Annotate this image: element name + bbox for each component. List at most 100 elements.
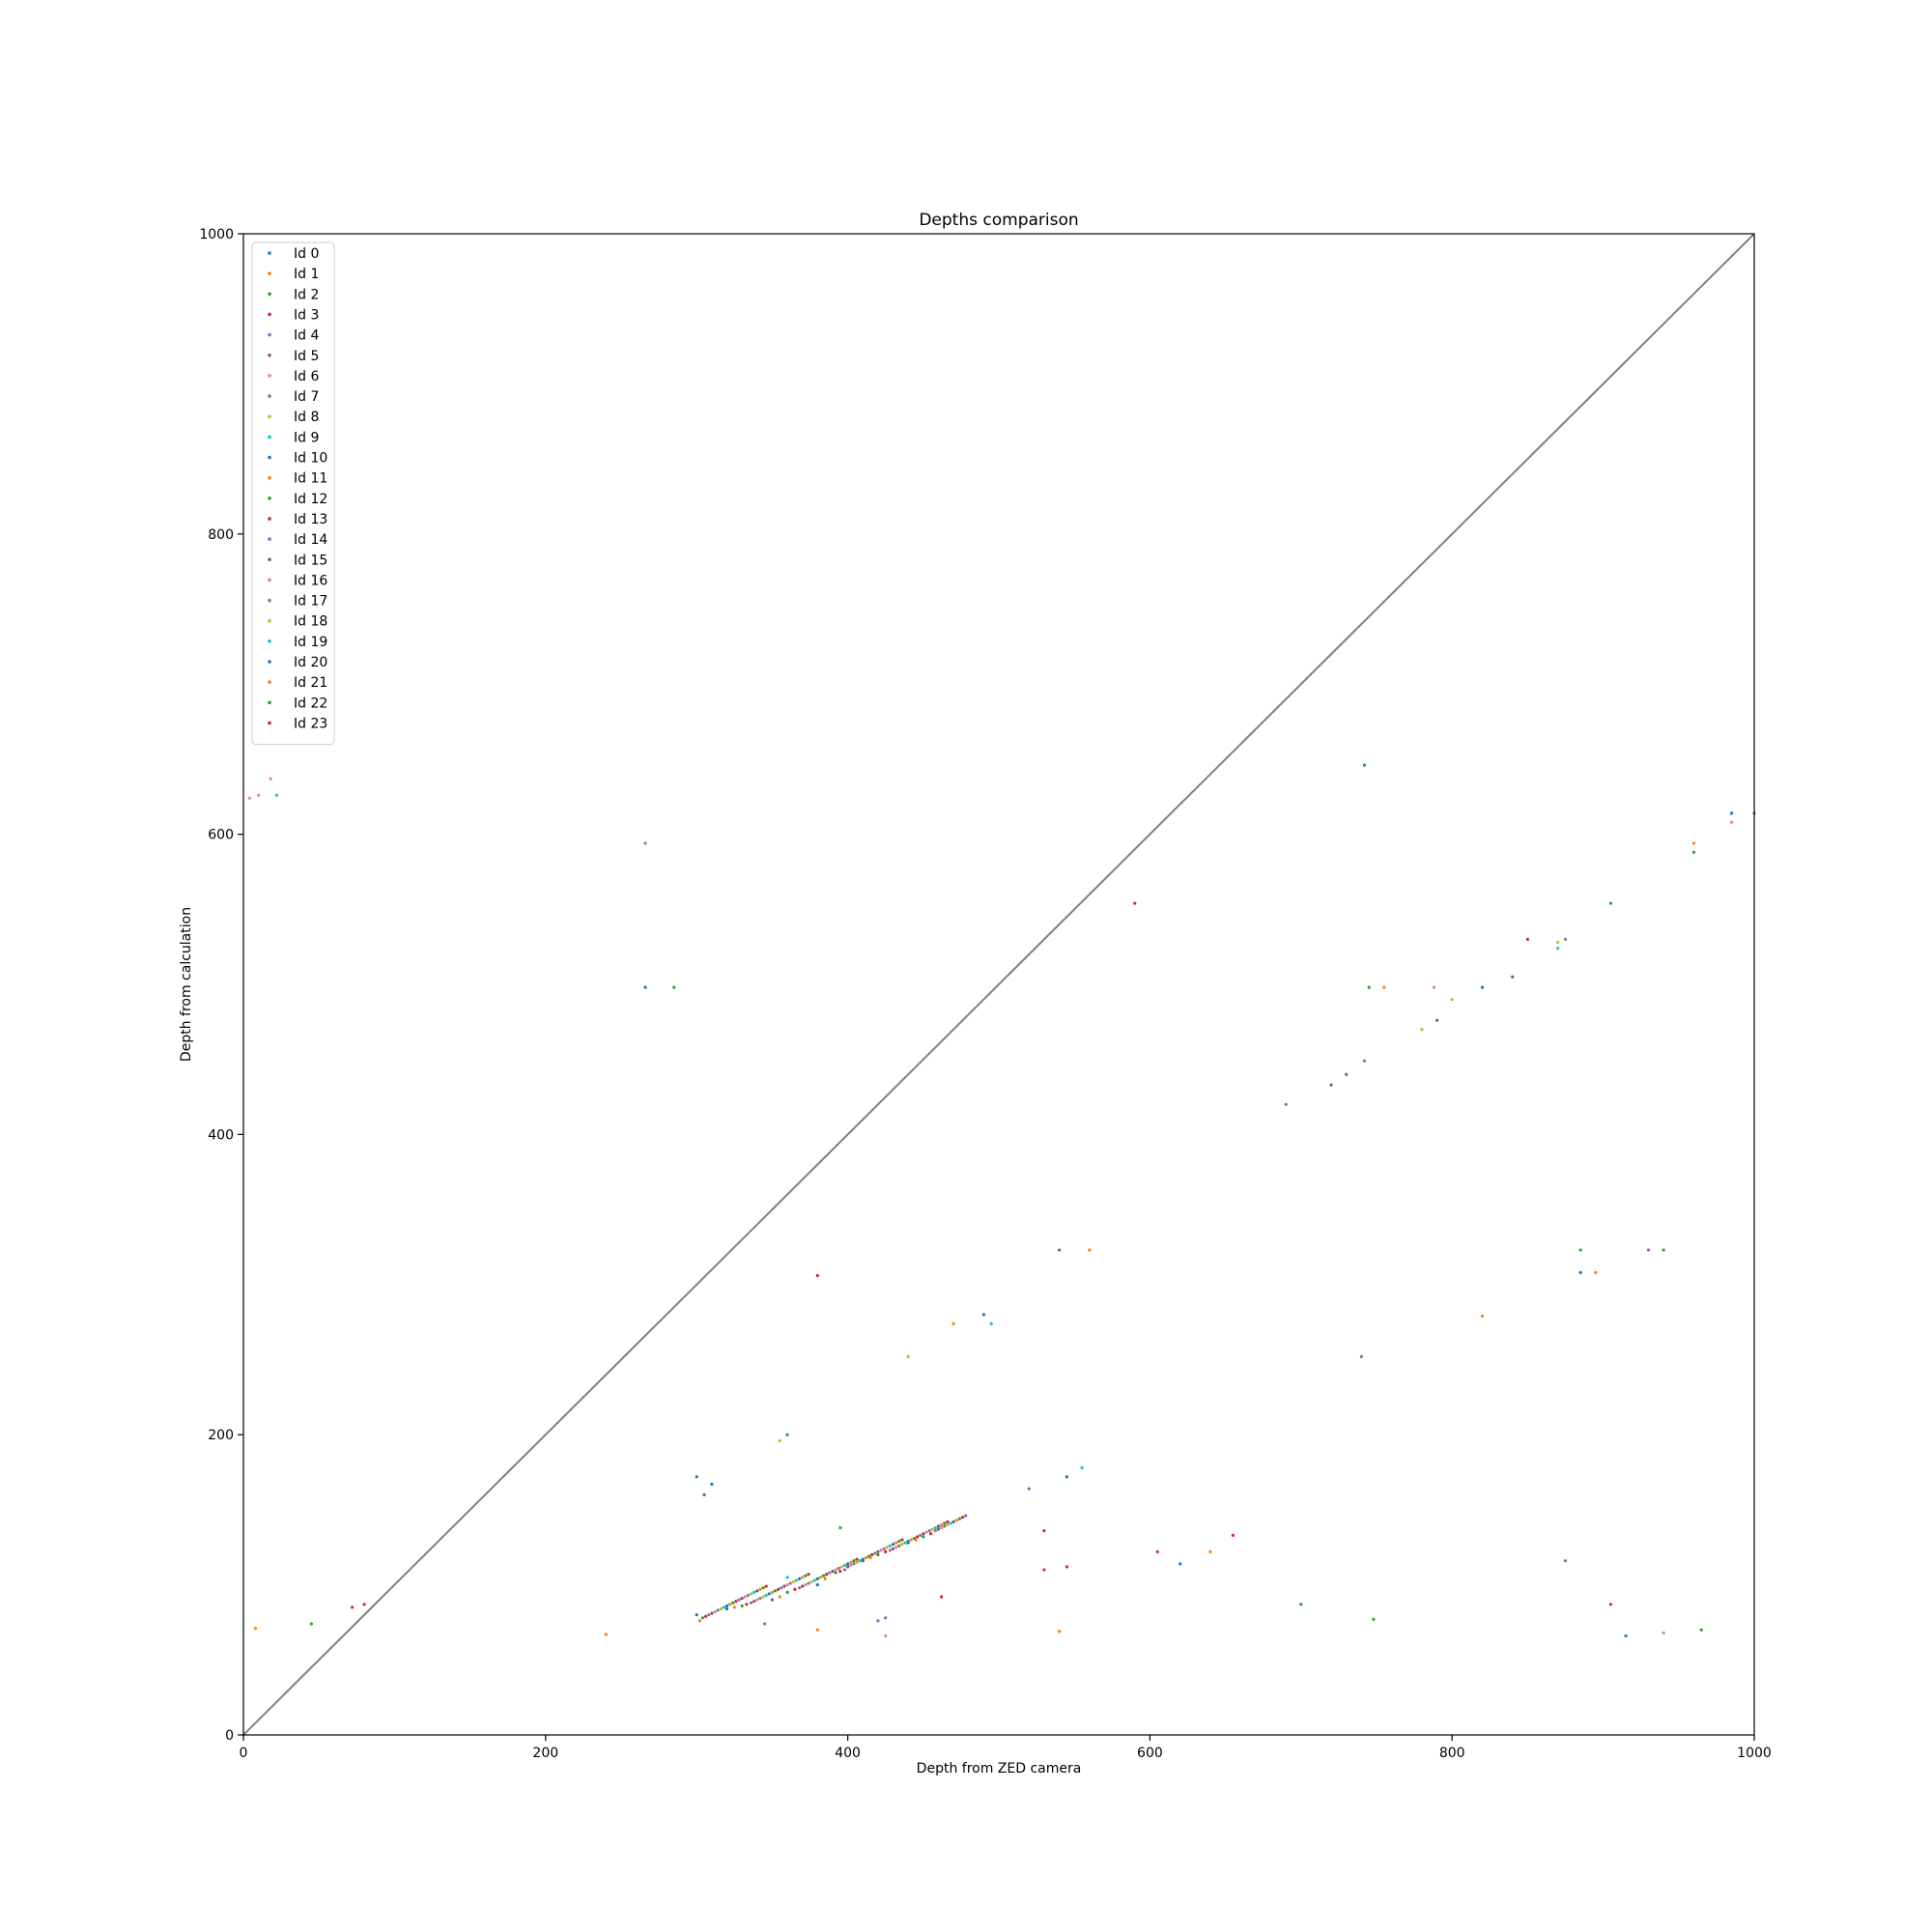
y-tick-label: 600 <box>208 828 234 843</box>
legend-marker <box>268 618 271 623</box>
point-series-15-1 <box>782 1584 786 1588</box>
point-series-21-3 <box>895 1541 898 1545</box>
legend-marker <box>268 414 271 419</box>
point-series-21-4 <box>939 1522 944 1527</box>
x-tick-label: 200 <box>532 1746 558 1761</box>
x-tick-label: 800 <box>1439 1746 1465 1761</box>
point-series-2-0 <box>700 1616 705 1620</box>
point-series-14-7 <box>1027 1487 1031 1491</box>
point-series-3-8 <box>815 1273 819 1278</box>
point-series-9-4 <box>903 1541 907 1545</box>
point-series-5-8 <box>1057 1248 1062 1252</box>
point-series-10-7 <box>710 1482 714 1487</box>
point-series-0-7 <box>1729 811 1734 815</box>
point-series-4-8 <box>876 1619 880 1623</box>
point-series-13-7 <box>1042 1529 1046 1533</box>
legend-marker <box>268 353 271 357</box>
point-series-22-4 <box>943 1521 947 1525</box>
point-series-12-7 <box>1362 763 1367 767</box>
point-series-4-1 <box>749 1601 753 1605</box>
y-tick-label: 800 <box>208 527 234 543</box>
point-series-6-7 <box>269 777 272 781</box>
legend-label: Id 20 <box>294 655 327 670</box>
point-series-5-1 <box>753 1600 756 1604</box>
point-series-1-2 <box>778 1595 781 1599</box>
point-series-23-5 <box>1042 1568 1046 1572</box>
legend-label: Id 0 <box>294 246 319 262</box>
point-series-18-2 <box>839 1565 843 1569</box>
point-series-5-6 <box>1329 1083 1333 1087</box>
point-series-16-3 <box>879 1548 883 1552</box>
point-series-5-3 <box>846 1565 850 1569</box>
point-series-17-4 <box>927 1529 931 1533</box>
plot-frame <box>242 233 1755 1736</box>
point-series-10-9 <box>1624 1634 1628 1638</box>
point-series-6-6 <box>257 793 261 797</box>
point-series-23-3 <box>900 1538 904 1542</box>
x-tick-label: 1000 <box>1737 1746 1772 1761</box>
point-series-3-1 <box>745 1603 749 1606</box>
point-series-20-3 <box>891 1543 895 1547</box>
point-series-10-4 <box>906 1539 910 1544</box>
point-series-3-11 <box>1608 1603 1613 1606</box>
point-series-17-6 <box>1563 937 1568 941</box>
point-series-15-6 <box>1345 1072 1349 1076</box>
legend-label: Id 3 <box>294 307 319 323</box>
point-series-5-0 <box>710 1611 714 1615</box>
point-series-1-0 <box>697 1619 701 1623</box>
point-series-4-9 <box>1646 1248 1651 1252</box>
legend-marker <box>268 312 271 317</box>
point-series-8-8 <box>1556 940 1560 945</box>
point-series-6-0 <box>713 1609 717 1614</box>
point-series-8-0 <box>719 1606 723 1611</box>
point-series-2-8 <box>1372 1617 1376 1621</box>
x-axis: 0 200 400 600 800 1000 <box>240 1735 1772 1761</box>
point-series-21-5 <box>815 1628 819 1632</box>
point-series-6-1 <box>755 1598 759 1602</box>
point-series-16-4 <box>924 1530 928 1534</box>
point-series-11-7 <box>1088 1248 1092 1252</box>
point-series-12-0 <box>731 1601 735 1605</box>
legend-label: Id 12 <box>294 492 327 507</box>
point-series-0-6 <box>1578 1270 1582 1274</box>
point-series-13-8 <box>1065 1565 1068 1569</box>
point-series-11-0 <box>728 1603 732 1606</box>
point-series-12-5 <box>957 1517 961 1520</box>
point-series-12-6 <box>785 1433 789 1436</box>
reference-diagonal-line <box>242 233 1755 1736</box>
point-series-4-5 <box>933 1529 937 1533</box>
point-series-18-1 <box>791 1579 795 1584</box>
point-series-7-4 <box>897 1544 901 1548</box>
point-series-17-1 <box>788 1581 792 1585</box>
x-axis-title: Depth from ZED camera <box>917 1761 1082 1776</box>
point-series-8-7 <box>1450 997 1454 1002</box>
y-tick-label: 0 <box>225 1728 234 1744</box>
legend-marker <box>268 251 271 255</box>
point-series-6-8 <box>1432 985 1436 989</box>
plot-area <box>242 233 1756 1736</box>
legend-marker <box>268 455 271 460</box>
point-series-12-4 <box>912 1536 917 1541</box>
legend-label: Id 22 <box>294 696 327 711</box>
point-series-20-6 <box>1480 985 1485 989</box>
legend-label: Id 18 <box>294 614 327 630</box>
point-series-22-3 <box>897 1539 901 1544</box>
point-series-22-6 <box>1699 1628 1703 1632</box>
legend-marker <box>268 721 271 725</box>
scatter-points-layer <box>247 763 1756 1638</box>
legend-label: Id 1 <box>294 267 319 282</box>
point-series-10-5 <box>952 1520 955 1523</box>
legend-label: Id 21 <box>294 675 327 691</box>
point-series-7-1 <box>758 1596 762 1601</box>
legend-label: Id 19 <box>294 635 327 650</box>
y-axis-title: Depth from calculation <box>179 907 194 1062</box>
point-series-15-7 <box>1511 975 1515 979</box>
legend-marker <box>268 374 271 378</box>
legend-label: Id 14 <box>294 532 327 548</box>
point-series-18-3 <box>885 1546 889 1549</box>
point-series-14-5 <box>963 1514 968 1518</box>
legend-marker <box>268 578 271 582</box>
point-series-11-4 <box>909 1538 913 1542</box>
point-series-9-6 <box>785 1576 789 1579</box>
point-series-11-2 <box>818 1576 823 1579</box>
